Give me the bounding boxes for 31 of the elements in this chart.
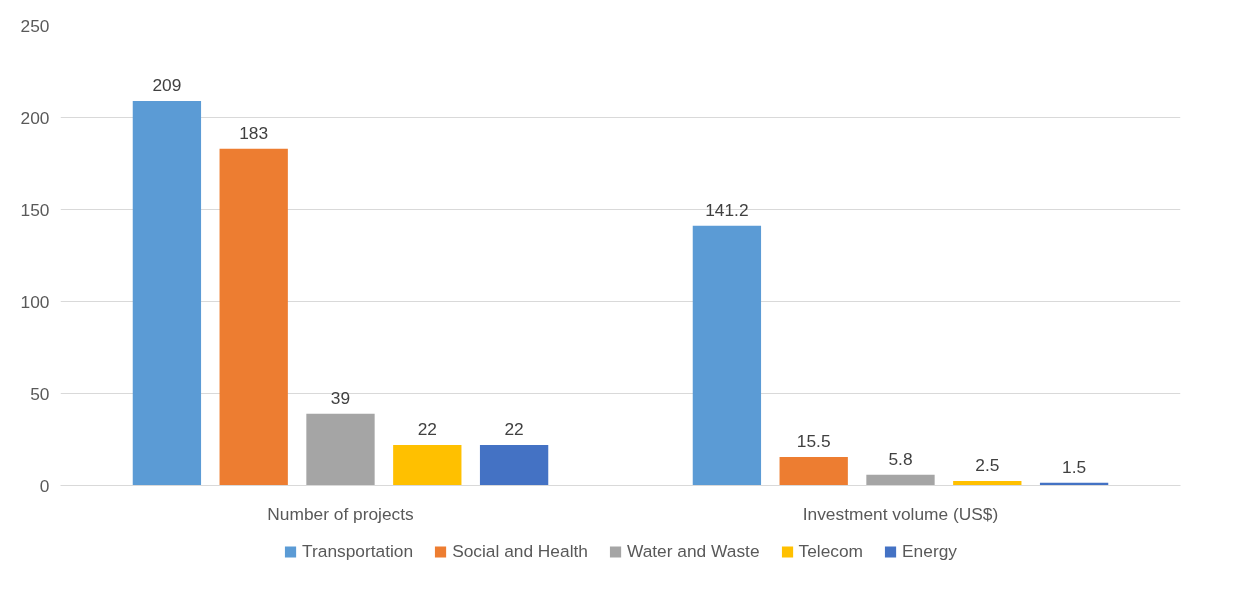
bar (306, 413, 375, 486)
bar (479, 445, 549, 486)
legend-label: Social and Health (452, 540, 588, 562)
x-tick-label: Investment volume (US$) (802, 503, 999, 524)
bar (393, 445, 462, 486)
data-label: 2.5 (975, 454, 1000, 475)
y-tick-label: 200 (20, 107, 50, 128)
y-tick-label: 150 (20, 199, 50, 220)
bar (132, 100, 202, 486)
data-label: 22 (417, 419, 437, 440)
y-tick-label: 0 (39, 475, 50, 496)
data-label: 39 (330, 387, 351, 408)
legend-label: Water and Waste (626, 540, 760, 562)
bar (219, 148, 288, 486)
y-tick-label: 100 (20, 291, 50, 312)
data-label: 209 (152, 74, 182, 95)
data-label: 5.8 (888, 448, 913, 469)
data-label: 22 (504, 419, 524, 440)
bar (779, 456, 848, 486)
x-tick-label: Number of projects (267, 503, 415, 524)
legend-label: Telecom (798, 540, 864, 562)
bar (866, 474, 935, 486)
data-label: 1.5 (1062, 456, 1087, 477)
data-label: 15.5 (796, 430, 831, 451)
y-tick-label: 50 (30, 383, 50, 404)
data-label: 183 (239, 122, 269, 143)
legend-label: Energy (902, 540, 957, 562)
y-tick-label: 250 (20, 15, 50, 36)
legend-label: Transportation (302, 540, 414, 562)
data-label: 141.2 (705, 199, 749, 220)
bar (692, 225, 762, 486)
